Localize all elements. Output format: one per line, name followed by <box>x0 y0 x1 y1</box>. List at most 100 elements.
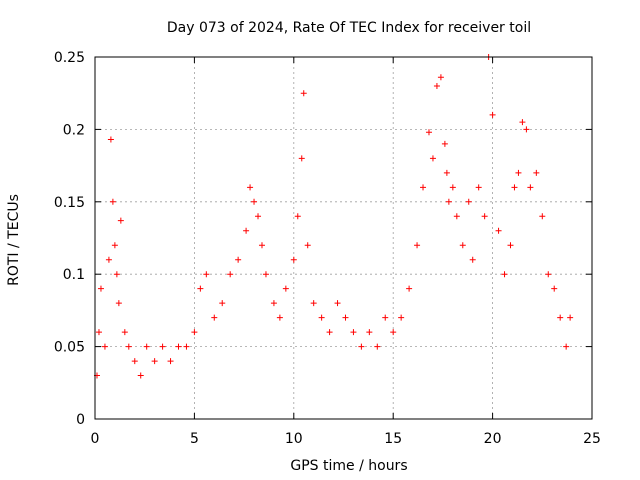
data-points <box>93 54 574 379</box>
data-point <box>445 198 452 205</box>
data-point <box>175 343 182 350</box>
data-point <box>382 314 389 321</box>
data-point <box>270 300 277 307</box>
data-point <box>350 329 357 336</box>
data-point <box>527 184 534 191</box>
data-point <box>219 300 226 307</box>
data-point <box>255 213 262 220</box>
data-point <box>443 169 450 176</box>
data-point <box>433 82 440 89</box>
data-point <box>342 314 349 321</box>
data-point <box>495 227 502 234</box>
data-point <box>390 329 397 336</box>
data-point <box>117 217 124 224</box>
data-point <box>567 314 574 321</box>
data-point <box>115 300 122 307</box>
x-tick-label: 0 <box>91 431 100 447</box>
data-point <box>545 271 552 278</box>
y-tick-label: 0.25 <box>54 50 85 66</box>
data-point <box>437 74 444 81</box>
data-point <box>515 169 522 176</box>
data-point <box>294 213 301 220</box>
data-point <box>523 126 530 133</box>
data-point <box>469 256 476 263</box>
y-tick-label: 0.2 <box>63 122 85 138</box>
data-point <box>453 213 460 220</box>
data-point <box>197 285 204 292</box>
data-point <box>203 271 210 278</box>
data-point <box>475 184 482 191</box>
data-point <box>459 242 466 249</box>
data-point <box>326 329 333 336</box>
data-point <box>481 213 488 220</box>
data-point <box>358 343 365 350</box>
y-tick-label: 0.15 <box>54 195 85 211</box>
data-point <box>105 256 112 263</box>
x-tick-label: 5 <box>190 431 199 447</box>
data-point <box>511 184 518 191</box>
data-point <box>97 285 104 292</box>
axis-ticks: 0 5 10 15 20 25 0 0.05 0.1 0.15 0.2 0.25 <box>54 50 601 447</box>
data-point <box>304 242 311 249</box>
y-tick-label: 0.05 <box>54 340 85 356</box>
data-point <box>298 155 305 162</box>
data-point <box>551 285 558 292</box>
grid-lines <box>95 57 592 419</box>
data-point <box>300 90 307 97</box>
data-point <box>290 256 297 263</box>
data-point <box>95 329 102 336</box>
data-point <box>519 119 526 126</box>
x-tick-label: 15 <box>384 431 402 447</box>
data-point <box>539 213 546 220</box>
y-tick-label: 0 <box>76 412 85 428</box>
y-tick-label: 0.1 <box>63 267 85 283</box>
data-point <box>243 227 250 234</box>
data-point <box>507 242 514 249</box>
data-point <box>334 300 341 307</box>
data-point <box>235 256 242 263</box>
data-point <box>310 300 317 307</box>
data-point <box>109 198 116 205</box>
data-point <box>111 242 118 249</box>
data-point <box>121 329 128 336</box>
data-point <box>414 242 421 249</box>
data-point <box>258 242 265 249</box>
data-point <box>406 285 413 292</box>
data-point <box>247 184 254 191</box>
x-tick-label: 10 <box>285 431 303 447</box>
data-point <box>374 343 381 350</box>
data-point <box>420 184 427 191</box>
data-point <box>501 271 508 278</box>
data-point <box>191 329 198 336</box>
data-point <box>282 285 289 292</box>
plot-frame <box>94 56 593 420</box>
chart-title: Day 073 of 2024, Rate Of TEC Index for r… <box>167 20 531 36</box>
data-point <box>125 343 132 350</box>
data-point <box>151 358 158 365</box>
data-point <box>276 314 283 321</box>
data-point <box>533 169 540 176</box>
data-point <box>489 111 496 118</box>
data-point <box>167 358 174 365</box>
data-point <box>429 155 436 162</box>
data-point <box>113 271 120 278</box>
x-axis-label: GPS time / hours <box>290 458 407 474</box>
data-point <box>183 343 190 350</box>
data-point <box>101 343 108 350</box>
data-point <box>107 136 114 143</box>
data-point <box>441 140 448 147</box>
x-tick-label: 25 <box>583 431 601 447</box>
y-axis-label: ROTI / TECUs <box>6 194 22 286</box>
data-point <box>398 314 405 321</box>
x-tick-label: 20 <box>484 431 502 447</box>
data-point <box>366 329 373 336</box>
data-point <box>227 271 234 278</box>
data-point <box>449 184 456 191</box>
data-point <box>262 271 269 278</box>
data-point <box>143 343 150 350</box>
data-point <box>318 314 325 321</box>
data-point <box>563 343 570 350</box>
data-point <box>465 198 472 205</box>
data-point <box>251 198 258 205</box>
